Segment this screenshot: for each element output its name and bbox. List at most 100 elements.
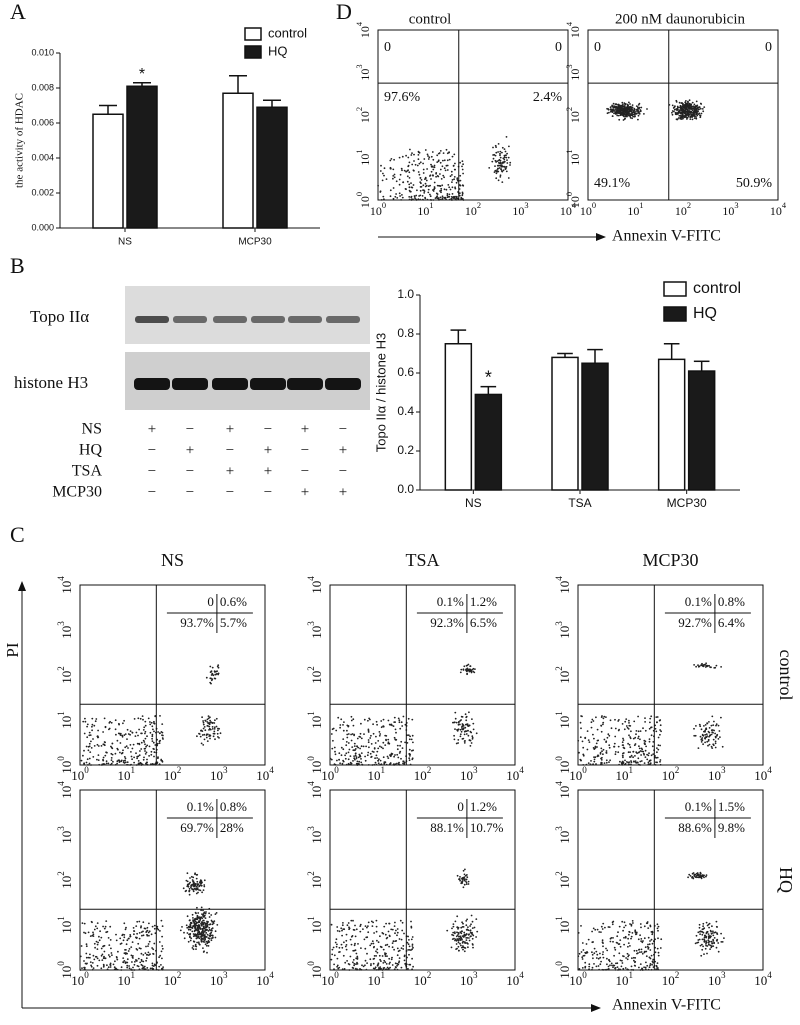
cell-dot (469, 745, 472, 747)
tick-base: 10 (557, 671, 572, 684)
cell-dot (701, 108, 704, 110)
x-tick-label: 100 (321, 970, 339, 988)
cell-dot (647, 943, 649, 946)
cell-dot (584, 966, 587, 969)
cell-dot (375, 720, 378, 723)
cell-dot (204, 912, 207, 915)
cell-dot (197, 927, 199, 930)
cell-dot (457, 945, 460, 948)
y-tick-label: 103 (554, 826, 572, 844)
cell-dot (86, 758, 89, 761)
cell-dot (153, 722, 155, 725)
cell-dot (110, 759, 113, 761)
tick-exp: 1 (306, 711, 316, 716)
cell-dot (111, 753, 114, 756)
cell-dot (615, 103, 618, 106)
cell-dot (187, 928, 190, 931)
cell-dot (331, 948, 334, 951)
cell-dot (635, 733, 637, 736)
cell-dot (677, 112, 679, 114)
cell-dot (408, 198, 411, 201)
cell-dot (463, 873, 466, 876)
cell-dot (622, 103, 624, 106)
cell-dot (417, 154, 420, 156)
cell-dot (385, 738, 387, 741)
cell-dot (640, 948, 643, 951)
y-tick-label: 104 (56, 781, 74, 799)
cell-dot (446, 194, 449, 197)
cell-dot (410, 182, 412, 185)
cell-dot (424, 185, 427, 188)
cell-dot (357, 943, 359, 945)
cell-dot (332, 727, 335, 730)
y-tick-label: 100 (56, 756, 74, 774)
cell-dot (117, 759, 120, 762)
cell-dot (582, 753, 585, 756)
cell-dot (462, 723, 464, 726)
cell-dot (616, 962, 619, 965)
cell-dot (217, 672, 220, 675)
cell-dot (373, 763, 376, 766)
cell-dot (143, 747, 146, 750)
cell-dot (107, 937, 110, 939)
cell-dot (700, 728, 703, 731)
cell-dot (121, 752, 124, 754)
treatment-sign: + (301, 421, 309, 437)
cell-dot (649, 940, 651, 942)
cell-dot (624, 935, 627, 938)
cell-dot (181, 926, 183, 928)
cell-dot (386, 755, 389, 758)
cell-dot (396, 197, 399, 199)
tick-base: 10 (309, 716, 324, 729)
cell-dot (656, 962, 659, 964)
cell-dot (500, 168, 502, 171)
cell-dot (93, 942, 96, 945)
cell-dot (492, 146, 494, 149)
cell-dot (137, 957, 140, 960)
cell-dot (400, 199, 402, 201)
cell-dot (412, 965, 414, 968)
cell-dot (389, 167, 392, 170)
cell-dot (393, 716, 396, 719)
cell-dot (717, 724, 720, 727)
cell-dot (699, 116, 702, 119)
tick-base: 10 (569, 768, 582, 783)
treatment-sign: − (226, 484, 234, 500)
cell-dot (673, 105, 676, 108)
cell-dot (410, 926, 413, 929)
cell-dot (402, 715, 405, 718)
cell-dot (97, 736, 100, 738)
cell-dot (645, 955, 648, 958)
cell-dot (196, 880, 199, 883)
axis-label: Annexin V-FITC (612, 228, 721, 245)
cell-dot (473, 926, 476, 929)
cell-dot (648, 727, 651, 730)
cell-dot (624, 924, 627, 927)
cell-dot (503, 156, 506, 159)
cell-dot (342, 738, 345, 740)
cell-dot (698, 106, 701, 109)
y-tick-label: 100 (306, 756, 324, 774)
cell-dot (201, 891, 204, 894)
cell-dot (605, 740, 608, 743)
cell-dot (84, 717, 86, 720)
cell-dot (380, 763, 383, 765)
cell-dot (144, 724, 147, 727)
cell-dot (497, 162, 500, 164)
cell-dot (462, 936, 465, 938)
cell-dot (115, 956, 118, 958)
cell-dot (721, 745, 724, 748)
cell-dot (394, 739, 397, 741)
cell-dot (675, 99, 678, 102)
cell-dot (646, 753, 648, 756)
tick-exp: 0 (592, 201, 596, 210)
cell-dot (630, 969, 633, 971)
cell-dot (152, 728, 154, 731)
cell-dot (333, 763, 336, 766)
cell-dot (683, 116, 686, 119)
cell-dot (691, 109, 694, 112)
cell-dot (454, 711, 457, 714)
tick-base: 10 (557, 626, 572, 639)
cell-dot (614, 727, 617, 730)
cell-dot (702, 931, 705, 934)
